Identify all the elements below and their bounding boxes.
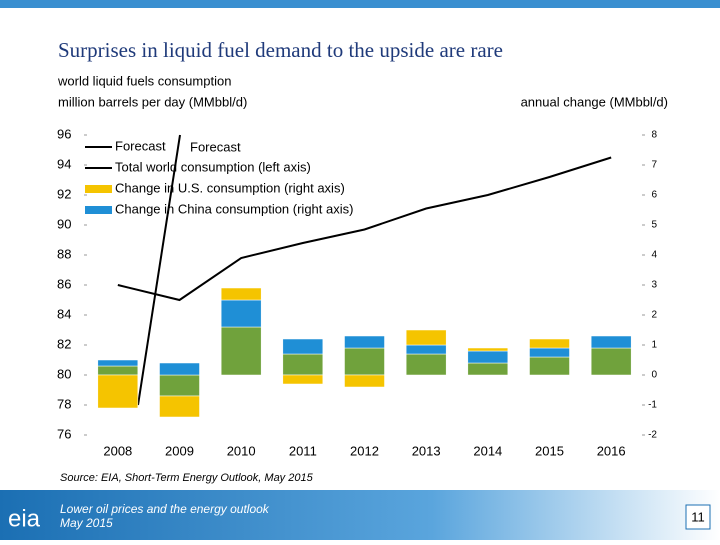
y2-tick-label: -2 <box>648 430 657 441</box>
chart-title: Surprises in liquid fuel demand to the u… <box>58 38 503 62</box>
y2-tick-label: 7 <box>651 160 657 171</box>
bar <box>590 335 632 349</box>
bar <box>220 299 262 328</box>
y-tick-label: 78 <box>57 396 71 411</box>
page-number: 11 <box>691 509 705 524</box>
y-tick-label: 84 <box>57 306 71 321</box>
annotation: Forecast <box>190 139 241 154</box>
x-tick-label: 2009 <box>165 443 194 458</box>
legend-label: Change in U.S. consumption (right axis) <box>115 180 345 195</box>
page-box <box>685 504 711 530</box>
y-tick-label: 80 <box>57 366 71 381</box>
bar <box>97 365 139 376</box>
bar <box>220 287 262 301</box>
y2-tick-label: 2 <box>651 310 657 321</box>
x-tick-label: 2013 <box>412 443 441 458</box>
legend-label: Total world consumption (left axis) <box>115 159 311 174</box>
bar <box>344 347 385 376</box>
y2-axis-label: annual change (MMbbl/d) <box>521 94 668 109</box>
y2-tick-label: 0 <box>651 370 657 381</box>
bar <box>467 347 509 352</box>
legend-label: Change in China consumption (right axis) <box>115 201 353 216</box>
bar <box>405 353 447 376</box>
x-tick-label: 2014 <box>473 443 502 458</box>
bar <box>97 374 139 409</box>
bar <box>282 338 324 355</box>
bar <box>529 338 570 349</box>
y2-tick-label: 4 <box>651 250 657 261</box>
bar <box>282 353 324 376</box>
subtitle: world liquid fuels consumption <box>57 73 231 88</box>
y-tick-label: 92 <box>57 186 71 201</box>
y-tick-label: 90 <box>57 216 71 231</box>
x-tick-label: 2016 <box>597 443 626 458</box>
footer-text: May 2015 <box>60 516 113 530</box>
y2-tick-label: -1 <box>648 400 657 411</box>
legend-swatch <box>85 206 112 214</box>
bar <box>529 356 570 376</box>
y2-tick-label: 5 <box>651 220 657 231</box>
x-tick-label: 2011 <box>289 443 317 458</box>
bar <box>590 347 632 376</box>
bar <box>159 374 200 397</box>
y-tick-label: 86 <box>57 276 71 291</box>
x-tick-label: 2015 <box>535 443 564 458</box>
bar <box>97 359 139 367</box>
logo: eia <box>8 505 41 532</box>
y2-tick-label: 8 <box>651 130 657 141</box>
bar <box>467 362 509 376</box>
y2-tick-label: 1 <box>651 340 657 351</box>
bar <box>405 329 447 346</box>
source: Source: EIA, Short-Term Energy Outlook, … <box>60 472 314 484</box>
forecast-line <box>137 134 181 406</box>
x-tick-label: 2008 <box>103 443 132 458</box>
bar <box>529 347 570 358</box>
y-tick-label: 96 <box>57 126 71 141</box>
x-tick-label: 2012 <box>350 443 379 458</box>
y2-tick-label: 3 <box>651 280 657 291</box>
legend-swatch <box>85 185 112 193</box>
y-tick-label: 94 <box>57 156 71 171</box>
bar <box>220 326 262 376</box>
subtitle: million barrels per day (MMbbl/d) <box>58 94 247 109</box>
bar <box>282 374 324 385</box>
bar <box>467 350 509 364</box>
y-tick-label: 76 <box>57 426 71 441</box>
bar <box>344 335 385 349</box>
bar <box>159 395 200 418</box>
y-tick-label: 82 <box>57 336 71 351</box>
x-tick-label: 2010 <box>227 443 256 458</box>
y2-tick-label: 6 <box>651 190 657 201</box>
footer-band <box>0 490 720 540</box>
line <box>117 156 612 302</box>
bar <box>344 374 385 388</box>
footer-text: Lower oil prices and the energy outlook <box>60 502 270 516</box>
bar <box>405 344 447 355</box>
legend-label: Forecast <box>115 138 166 153</box>
top-bar <box>0 0 720 8</box>
bar <box>159 362 200 376</box>
y-tick-label: 88 <box>57 246 71 261</box>
